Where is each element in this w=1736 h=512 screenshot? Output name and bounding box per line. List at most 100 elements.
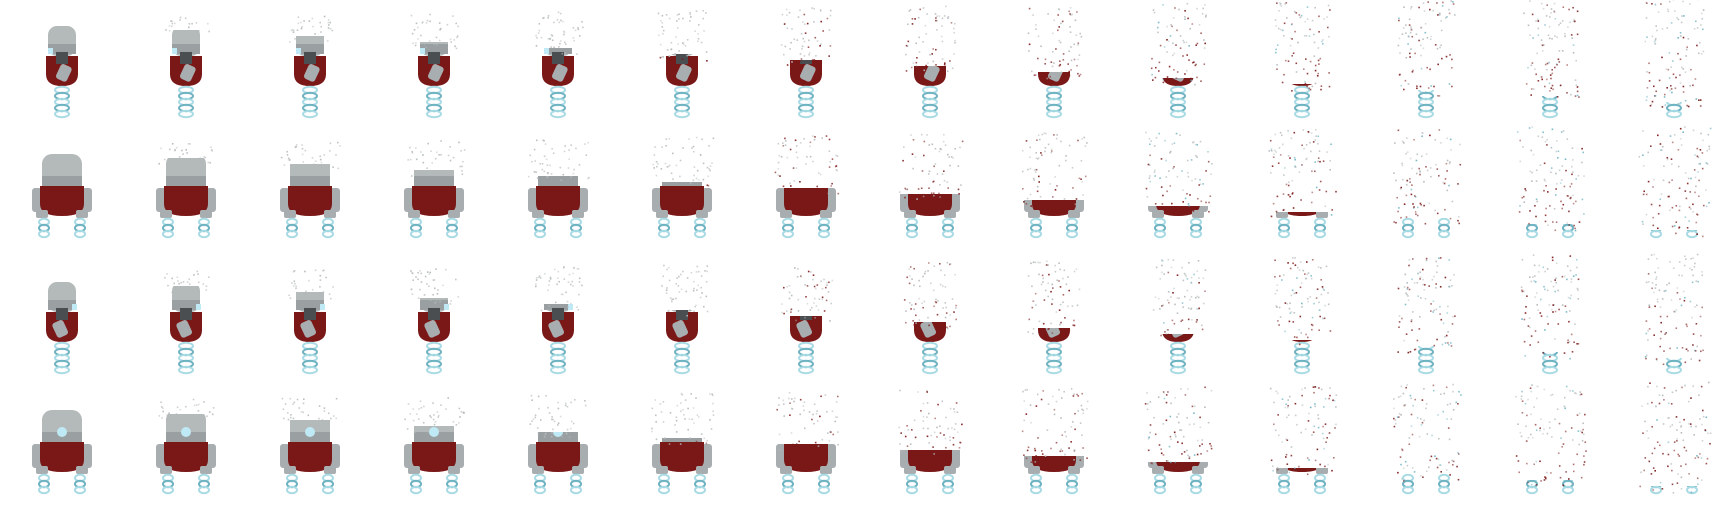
particle: [1564, 396, 1566, 399]
particle: [1530, 390, 1533, 393]
particle: [1327, 4, 1330, 7]
particle: [176, 406, 179, 409]
particle: [807, 46, 810, 48]
particle: [1041, 133, 1043, 136]
particle: [197, 281, 200, 283]
particle: [1036, 139, 1038, 141]
particle: [1193, 423, 1195, 425]
robot-foot-right: [944, 466, 956, 474]
particle: [537, 432, 540, 435]
dissolve-particles: [1639, 381, 1712, 494]
particle: [1316, 288, 1319, 290]
particle: [1059, 450, 1061, 453]
particle: [1414, 398, 1416, 401]
particle: [906, 188, 909, 191]
particle: [1409, 52, 1411, 55]
particle: [1539, 460, 1541, 463]
particle: [1180, 320, 1182, 323]
particle: [1310, 132, 1313, 134]
robot-head-shade: [420, 44, 448, 54]
particle: [1407, 295, 1409, 297]
particle: [1027, 331, 1029, 333]
particle: [416, 170, 419, 173]
particle: [1276, 195, 1279, 198]
particle: [665, 138, 668, 140]
dissolve-particles: [1520, 254, 1580, 360]
particle: [1529, 326, 1531, 329]
particle: [1053, 134, 1055, 136]
particle: [1193, 405, 1196, 408]
particle: [1395, 179, 1397, 182]
particle: [1690, 177, 1692, 180]
particle: [1677, 473, 1679, 475]
particle: [1449, 279, 1452, 281]
particle: [426, 283, 428, 285]
particle: [1273, 153, 1275, 155]
particle: [954, 22, 956, 25]
particle: [1276, 468, 1279, 471]
particle: [449, 38, 452, 41]
particle: [1434, 209, 1436, 212]
particle: [1190, 276, 1193, 279]
particle: [1081, 392, 1083, 395]
particle: [544, 143, 547, 145]
particle: [171, 277, 173, 280]
particle: [1394, 142, 1396, 144]
particle: [908, 10, 911, 12]
particle: [814, 136, 816, 138]
particle: [828, 166, 831, 168]
particle: [302, 411, 305, 414]
particle: [1176, 29, 1178, 32]
robot-torso: [164, 186, 208, 216]
particle: [699, 154, 702, 157]
robot-arm-right: [1074, 200, 1084, 212]
particle: [930, 282, 932, 285]
particle: [1572, 463, 1575, 466]
coil-loop: [1666, 365, 1682, 375]
particle: [308, 37, 311, 40]
robot-coil: [302, 341, 318, 375]
particle: [1521, 400, 1524, 402]
particle: [1296, 277, 1298, 279]
particle: [1432, 300, 1435, 303]
particle: [813, 302, 815, 304]
particle: [1659, 315, 1662, 318]
particle: [1678, 209, 1681, 212]
coil-loop: [1170, 109, 1186, 119]
frame-back-12: [1393, 129, 1462, 239]
particle: [678, 50, 680, 52]
particle: [1200, 200, 1203, 203]
particle: [1299, 16, 1302, 19]
particle: [1034, 447, 1036, 450]
particle: [1448, 83, 1451, 85]
particle: [1407, 83, 1410, 85]
particle: [1286, 439, 1289, 441]
particle: [302, 402, 305, 405]
particle: [1274, 259, 1276, 262]
particle: [577, 28, 580, 31]
robot-body: [1666, 358, 1682, 375]
particle: [1050, 148, 1053, 151]
particle: [686, 54, 688, 57]
particle: [1412, 203, 1414, 205]
particle: [1682, 439, 1685, 442]
particle: [661, 285, 663, 287]
particle: [567, 167, 570, 169]
particle: [1449, 217, 1452, 220]
particle: [1683, 264, 1686, 267]
particle: [1162, 194, 1164, 197]
particle: [1654, 39, 1657, 41]
coil-loop: [1650, 230, 1662, 239]
particle: [1656, 385, 1658, 388]
particle: [570, 144, 573, 146]
particle: [320, 25, 322, 28]
particle: [1295, 71, 1298, 73]
particle: [176, 30, 178, 32]
particle: [1554, 35, 1556, 37]
particle: [1581, 198, 1584, 201]
particle: [940, 35, 943, 38]
particle: [655, 174, 658, 177]
particle: [1677, 165, 1680, 168]
robot-head-shade: [290, 176, 330, 186]
particle: [302, 161, 305, 163]
